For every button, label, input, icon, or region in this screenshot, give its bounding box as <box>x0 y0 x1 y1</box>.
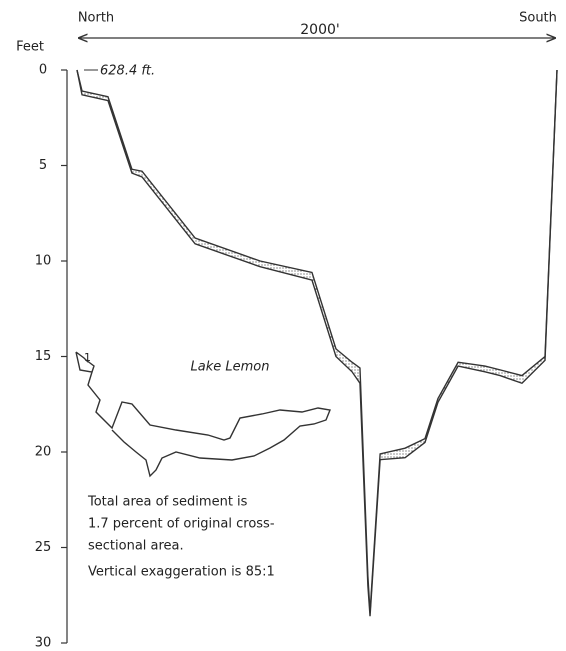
sediment-surface-line <box>76 69 558 613</box>
note: Vertical exaggeration is 85:1 <box>88 565 275 580</box>
sediment-fill <box>77 70 557 617</box>
y-tick-label: 0 <box>39 63 47 78</box>
y-tick-label: 5 <box>39 158 47 173</box>
original-bottom-line <box>76 69 558 617</box>
y-tick-label: 20 <box>35 445 52 460</box>
y-tick-label: 30 <box>35 636 52 651</box>
y-tick-label: 15 <box>35 349 52 364</box>
note: Total area of sediment is <box>87 495 248 510</box>
north-label: North <box>78 11 114 26</box>
map-label: Lake Lemon <box>191 360 270 375</box>
map-marker: 1 <box>84 351 91 364</box>
span-label: 2000' <box>300 22 339 38</box>
elevation-label: 628.4 ft. <box>100 64 155 79</box>
y-tick-label: 10 <box>35 254 52 269</box>
y-tick-label: 25 <box>35 540 52 555</box>
note: 1.7 percent of original cross- <box>88 517 275 532</box>
south-label: South <box>519 11 557 26</box>
lake-map <box>75 351 331 478</box>
note: sectional area. <box>88 539 184 554</box>
y-axis-label: Feet <box>16 40 44 55</box>
